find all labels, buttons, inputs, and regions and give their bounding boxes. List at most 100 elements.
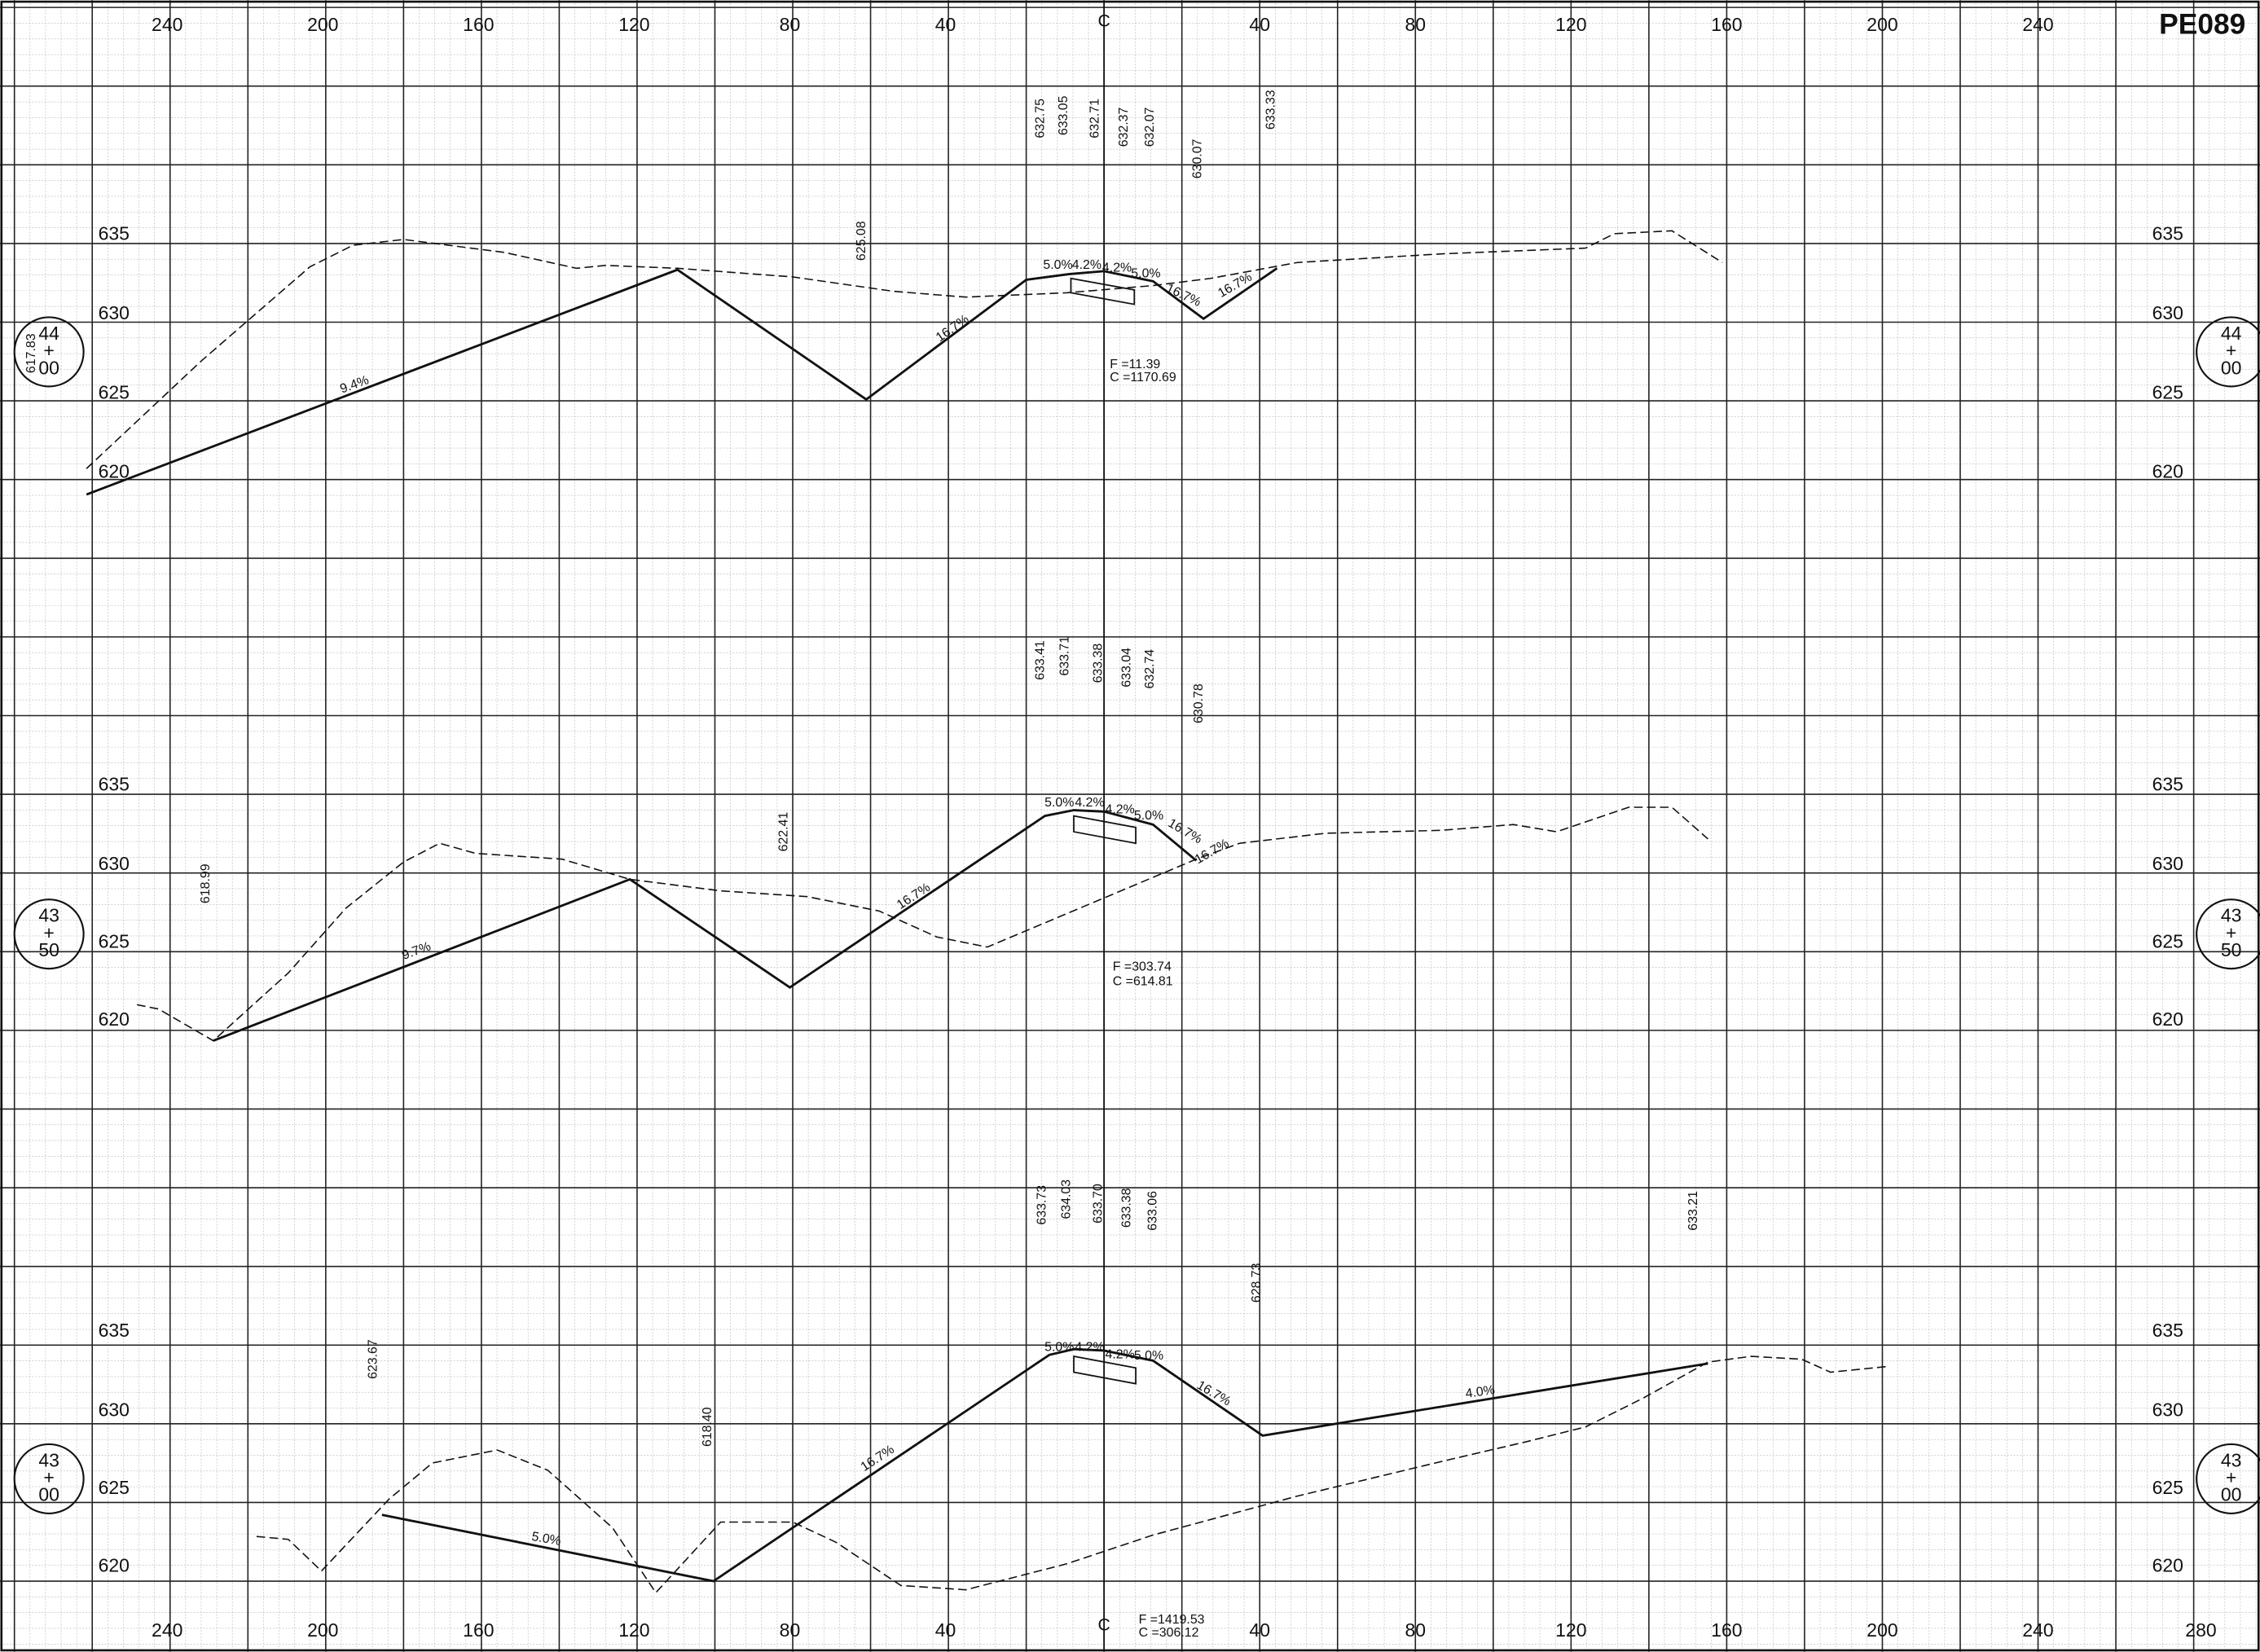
station-circle: [2196, 316, 2260, 388]
fill-volume: F =303.74: [1113, 960, 1172, 974]
station-label: 50: [38, 939, 59, 960]
pavement: [1073, 815, 1137, 845]
station-label: 43: [2221, 905, 2242, 926]
existing-ground: [86, 230, 1723, 469]
elevation-label: 630: [2152, 302, 2183, 323]
station-label: +: [2226, 922, 2236, 943]
point-elevation: 632.75: [1034, 99, 1048, 138]
point-elevation: 634.03: [1059, 1180, 1073, 1219]
point-elevation: 633.73: [1035, 1185, 1049, 1225]
station-circle: [13, 316, 85, 388]
point-elevation: 630.07: [1190, 138, 1204, 178]
point-elevation: 632.71: [1088, 99, 1102, 138]
slope-label: 4.2%: [1105, 1347, 1134, 1361]
station-circle: [2196, 898, 2260, 970]
offset-label: 40: [1249, 1619, 1270, 1641]
slope-label: 4.2%: [1105, 803, 1134, 817]
station-circle: [13, 1443, 85, 1514]
slope-label: 4.2%: [1075, 796, 1104, 810]
fill-volume: F =1419.53: [1139, 1613, 1205, 1627]
offset-label: 40: [1249, 14, 1270, 35]
point-elevation: 623.67: [366, 1339, 380, 1379]
point-elevation: 625.08: [855, 221, 868, 261]
centerline-label: C: [1097, 1615, 1110, 1634]
offset-label: 160: [1711, 1619, 1742, 1641]
station-label: 00: [38, 1484, 59, 1505]
elevation-label: 625: [2152, 381, 2183, 402]
point-elevation: 628.73: [1250, 1263, 1264, 1303]
station-note: 617.83: [24, 333, 38, 373]
pavement: [1073, 1355, 1137, 1385]
fill-volume: F =11.39: [1110, 358, 1160, 371]
design-section: [381, 1347, 1708, 1583]
cut-volume: C =306.12: [1139, 1626, 1199, 1640]
design-section: [86, 267, 1278, 496]
sheet-id: PE089: [2159, 8, 2245, 40]
point-elevation: 633.06: [1146, 1191, 1160, 1231]
offset-label: 120: [1555, 14, 1586, 35]
station-label: 43: [38, 1449, 59, 1470]
offset-label: 160: [463, 1619, 494, 1641]
station-label: +: [43, 922, 54, 943]
offset-label: 280: [2185, 1619, 2216, 1641]
point-elevation: 633.71: [1058, 636, 1072, 676]
station-label: 00: [2221, 1484, 2242, 1505]
station-label: +: [2226, 340, 2236, 361]
elevation-label: 625: [2152, 930, 2183, 951]
elevation-label: 630: [2152, 1399, 2183, 1420]
elevation-label: 620: [2152, 1008, 2183, 1030]
offset-label: 40: [935, 14, 956, 35]
station-label: 00: [38, 357, 59, 378]
slope-label: 5.0%: [1044, 1341, 1074, 1355]
offset-label: 240: [2022, 14, 2053, 35]
point-elevation: 633.38: [1120, 1188, 1134, 1228]
slope-label: 5.0%: [1044, 796, 1074, 810]
offset-label: 160: [1711, 14, 1742, 35]
offset-label: 200: [307, 14, 338, 35]
elevation-label: 620: [2152, 1554, 2183, 1575]
elevation-label: 625: [99, 930, 130, 951]
elevation-label: 635: [99, 774, 130, 795]
elevation-label: 625: [99, 381, 130, 402]
elevation-label: 635: [99, 1320, 130, 1341]
elevation-label: 630: [2152, 853, 2183, 874]
point-elevation: 632.07: [1143, 107, 1157, 147]
elevation-label: 620: [99, 1008, 130, 1030]
centerline-label: C: [1097, 11, 1110, 30]
offset-label: 80: [780, 14, 801, 35]
elevation-label: 635: [2152, 774, 2183, 795]
point-elevation: 618.99: [199, 863, 213, 903]
elevation-label: 630: [99, 302, 130, 323]
station-label: 44: [2221, 323, 2242, 344]
elevation-label: 625: [2152, 1477, 2183, 1498]
elevation-label: 620: [2152, 461, 2183, 482]
cut-volume: C =614.81: [1113, 974, 1173, 988]
slope-label: 5.0%: [530, 1530, 562, 1549]
elevation-label: 630: [99, 853, 130, 874]
station-label: +: [43, 1466, 54, 1487]
offset-label: 120: [1555, 1619, 1586, 1641]
offset-label: 80: [780, 1619, 801, 1641]
offset-label: 80: [1405, 14, 1426, 35]
offset-label: 200: [307, 1619, 338, 1641]
slope-label: 4.2%: [1072, 258, 1101, 272]
station-label: 43: [2221, 1449, 2242, 1470]
point-elevation: 632.74: [1143, 649, 1157, 689]
pavement: [1070, 277, 1136, 305]
slope-label: 4.2%: [1102, 261, 1132, 275]
station-label: 00: [2221, 357, 2242, 378]
elevation-label: 620: [99, 461, 130, 482]
slope-label: 5.0%: [1134, 1349, 1163, 1363]
cut-volume: C =1170.69: [1110, 371, 1176, 384]
station-label: +: [2226, 1466, 2236, 1487]
elevation-label: 630: [99, 1399, 130, 1420]
slope-label: 4.0%: [1465, 1383, 1496, 1401]
offset-label: 120: [618, 14, 649, 35]
offset-label: 200: [1866, 1619, 1897, 1641]
slope-label: 4.2%: [1075, 1341, 1104, 1355]
point-elevation: 622.41: [777, 812, 791, 852]
station-label: 44: [38, 323, 59, 344]
